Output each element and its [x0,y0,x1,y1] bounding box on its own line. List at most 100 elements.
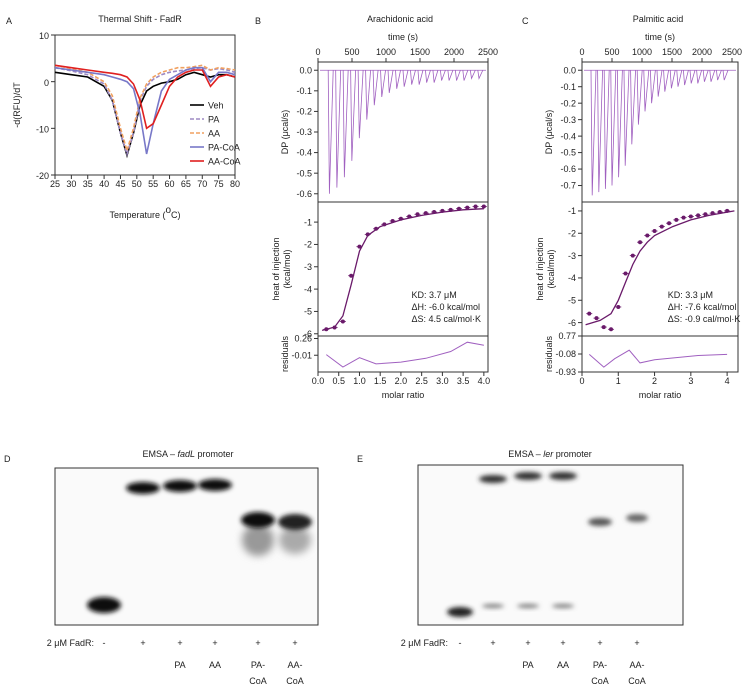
data-point [587,311,592,316]
x-tick-label: 3.5 [457,376,470,386]
plot-frame [54,34,236,176]
label: + [177,638,182,648]
data-point [717,210,722,215]
y-tick-label: 0.0 [563,65,576,75]
y-tick-label: -0.1 [296,86,312,96]
x-tick-label: 40 [99,179,109,189]
y-tick-label: -0.3 [296,127,312,137]
gel-band [626,514,648,522]
x-tick-label: 1.0 [353,376,366,386]
injection-peak [669,70,676,89]
gel-title-part: ler [543,449,554,459]
y-tick-label: 0.77 [558,331,576,341]
y-tick-label: -0.4 [560,131,576,141]
gel-band [447,607,473,617]
label: -d(RFU)/dT [12,82,22,128]
label: time (s) [645,32,675,42]
label: residuals [280,335,290,372]
gel-title: EMSA – ler promoter [508,449,592,459]
y-tick-label: -4 [304,284,312,294]
x-tick-label: 4 [725,376,730,386]
injection-peak [410,70,416,85]
data-point [423,211,428,216]
injection-peak [663,70,669,92]
label: E [357,454,363,464]
y-tick-label: -0.5 [560,148,576,158]
data-point [652,229,657,234]
label: - [459,638,462,648]
gel-smear [279,526,311,554]
gel-image [417,464,684,626]
y-tick-label: -0.2 [560,98,576,108]
label: + [255,638,260,648]
y-tick-label: -4 [568,273,576,283]
label: + [634,638,639,648]
fit-line [321,208,484,332]
label: ΔH: -6.0 kcal/mol [412,302,481,312]
injection-peak [597,70,603,193]
label: 2 μM FadR: [47,638,94,648]
gel-band [126,482,160,494]
x-tick-label: 2.0 [395,376,408,386]
x-tick-label: 1500 [410,47,430,57]
y-tick-label: -0.7 [560,181,576,191]
data-point [681,215,686,220]
gel-image [54,467,319,626]
y-tick-label: -10 [36,125,49,135]
y-axis-label-line: (kcal/mol) [546,249,556,288]
data-point [448,207,453,212]
y-axis-label: heat of injection(kcal/mol) [535,237,556,300]
y-tick-label: -2 [568,228,576,238]
x-tick-label: 55 [148,179,158,189]
label: PA- [593,660,607,670]
injection-peak [365,70,371,120]
y-axis-label: heat of injection(kcal/mol) [271,237,292,300]
x-tick-label: 2000 [692,47,712,57]
gel-title-part: EMSA – [508,449,543,459]
gel-title-part: fadL [177,449,195,459]
series-line [54,64,236,154]
label: CoA [286,676,304,686]
label: + [292,638,297,648]
gel-frame [417,464,684,626]
fit-line [585,210,735,326]
data-point [407,214,412,219]
x-tick-label: 2500 [478,47,498,57]
label: AA [557,660,569,670]
y-tick-label: -0.6 [560,164,576,174]
y-tick-label: -0.6 [296,189,312,199]
data-point [616,304,621,309]
label: KD: 3.7 μM [412,290,457,300]
x-tick-label: 2 [652,376,657,386]
y-tick-label: -0.2 [296,107,312,117]
injection-peak [432,70,439,83]
data-point [630,253,635,258]
injection-peak [335,70,342,188]
label: + [525,638,530,648]
x-tick-label: 2.5 [415,376,428,386]
data-point [645,233,650,238]
y-tick-label: 10 [39,31,49,41]
x-tick-label: 1 [616,376,621,386]
y-tick-label: -1 [304,217,312,227]
label: D [4,454,11,464]
plot-frame [581,335,739,373]
injection-peak [716,70,722,81]
x-tick-label: 1000 [632,47,652,57]
data-point [481,204,486,209]
injection-peak [440,70,446,81]
injection-peak [696,70,702,84]
label: PA [174,660,185,670]
y-tick-label: -20 [36,171,49,181]
x-tick-label: 2000 [444,47,464,57]
label: molar ratio [639,390,682,400]
label: AA [208,129,220,139]
x-tick-label: 35 [83,179,93,189]
label: + [212,638,217,648]
label: AA [209,660,221,670]
injection-peak [357,70,364,139]
x-tick-label: 4.0 [478,376,491,386]
gel-band [482,604,504,608]
x-tick-label: 1500 [662,47,682,57]
label: B [255,16,261,26]
